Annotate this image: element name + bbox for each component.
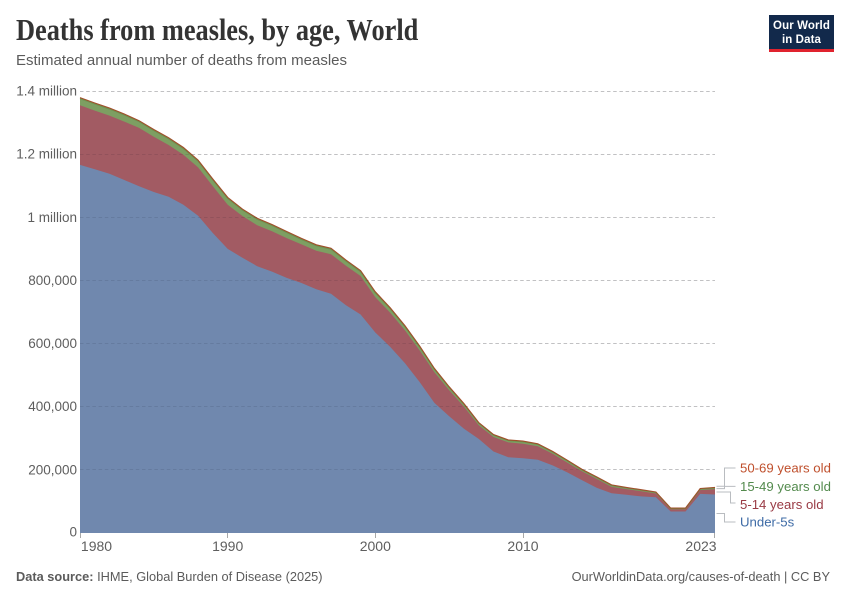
- svg-text:1990: 1990: [212, 538, 243, 554]
- svg-text:15-49 years old: 15-49 years old: [740, 479, 831, 494]
- svg-text:1.2 million: 1.2 million: [16, 147, 77, 162]
- svg-text:50-69 years old: 50-69 years old: [740, 461, 831, 476]
- svg-text:1.4 million: 1.4 million: [16, 84, 77, 99]
- svg-text:800,000: 800,000: [28, 273, 77, 288]
- svg-text:5-14 years old: 5-14 years old: [740, 497, 824, 512]
- svg-text:200,000: 200,000: [28, 462, 77, 477]
- svg-text:1980: 1980: [81, 538, 112, 554]
- svg-text:600,000: 600,000: [28, 336, 77, 351]
- svg-text:2010: 2010: [507, 538, 538, 554]
- svg-text:2023: 2023: [685, 538, 716, 554]
- svg-text:400,000: 400,000: [28, 399, 77, 414]
- svg-text:Under-5s: Under-5s: [740, 515, 795, 530]
- svg-text:2000: 2000: [360, 538, 391, 554]
- svg-text:1 million: 1 million: [27, 210, 77, 225]
- svg-text:0: 0: [69, 525, 77, 540]
